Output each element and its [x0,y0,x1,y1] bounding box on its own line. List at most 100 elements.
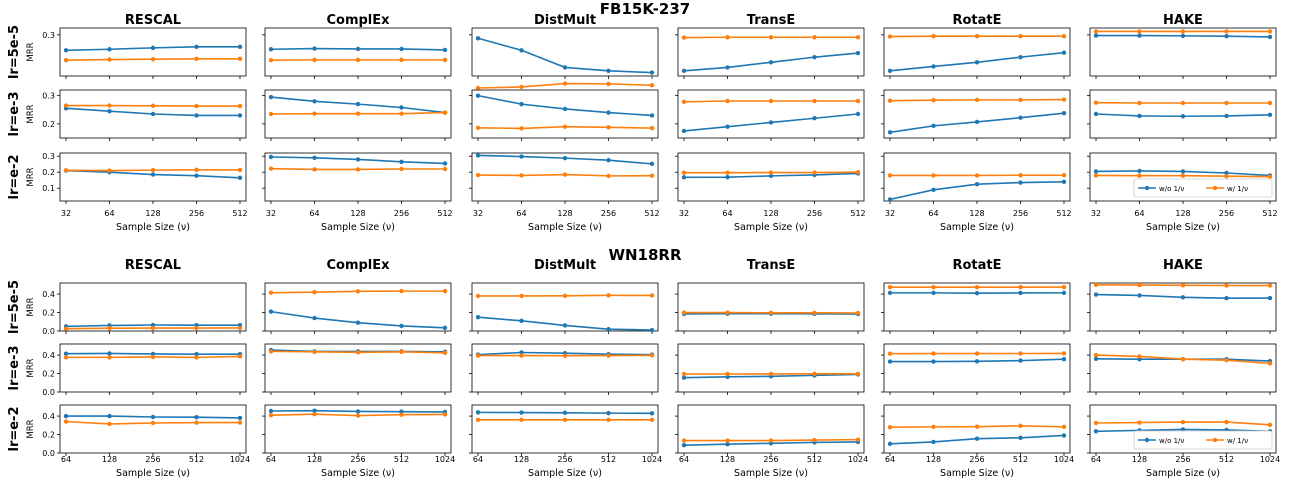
data-point-w [768,371,774,377]
y-tick-label: 0.4 [42,351,55,360]
data-point-w [475,125,481,131]
panel-wn18rr-distmult-0 [469,282,659,334]
panel-frame [59,27,247,77]
data-point-wo [519,410,524,415]
data-point-w [519,417,524,422]
panel-frame [677,343,865,393]
data-point-w [768,35,774,40]
data-point-w [1224,283,1229,288]
x-tick-label: 64 [61,455,71,464]
x-axis-label: Sample Size (ν) [321,468,395,479]
data-point-w [1267,422,1273,428]
data-point-wo [268,309,274,314]
x-tick-label: 128 [926,455,941,464]
panel-fb15k-237-rotate-1 [881,89,1071,141]
data-point-wo [931,439,936,445]
data-point-w [812,310,817,316]
data-point-wo [312,46,317,51]
data-point-wo [649,70,655,75]
data-point-w [681,99,687,105]
data-point-w [974,284,980,290]
y-tick-label: 0.3 [42,31,55,40]
data-point-wo [107,47,112,52]
data-point-w [442,350,448,355]
x-tick-label: 128 [969,209,984,218]
data-point-w [931,97,936,103]
x-tick-label: 64 [1134,209,1144,218]
data-point-wo [194,173,199,178]
data-point-w [355,111,361,116]
data-point-w [887,351,893,356]
data-point-w [1093,173,1099,178]
data-point-w [399,166,404,172]
data-point-w [649,83,655,88]
data-point-w [63,58,69,63]
legend-marker-w [1212,185,1218,191]
data-point-w [268,412,274,418]
data-point-w [974,34,980,39]
x-tick-label: 512 [1056,209,1071,218]
data-point-w [606,125,611,130]
data-point-wo [107,413,112,419]
x-tick-label: 32 [885,209,895,218]
data-point-wo [931,359,936,364]
data-point-w [194,167,199,172]
data-point-w [562,417,568,422]
data-point-w [312,111,317,116]
data-point-wo [1018,435,1023,440]
x-tick-label: 64 [473,455,483,464]
x-tick-label: 128 [102,455,117,464]
data-point-w [312,412,317,417]
data-point-wo [562,65,568,70]
data-point-w [442,166,448,172]
data-point-w [855,170,861,175]
data-point-w [562,81,568,86]
data-point-wo [355,46,361,52]
data-point-w [887,424,893,430]
data-point-w [1180,100,1186,106]
data-point-w [312,57,317,63]
data-point-w [931,284,936,290]
x-tick-label: 256 [807,209,822,218]
data-point-wo [1180,33,1186,39]
data-point-w [399,111,404,116]
x-tick-label: 64 [309,209,319,218]
data-point-wo [150,172,156,177]
data-point-wo [268,408,274,414]
panel-fb15k-237-transe-0 [675,27,865,79]
data-point-wo [399,409,404,414]
data-point-wo [475,153,481,158]
x-tick-label: 64 [885,455,895,464]
data-point-w [681,170,687,175]
data-point-w [355,57,361,63]
data-point-w [1267,29,1273,34]
data-point-w [442,110,448,115]
panel-wn18rr-distmult-1 [469,343,659,395]
x-tick-label: 512 [1013,455,1028,464]
panel-wn18rr-complex-0 [262,282,452,334]
panel-frame [677,404,865,454]
data-point-wo [268,94,274,100]
legend-label-w: w/ 1/ν [1227,185,1248,193]
legend: w/o 1/ν w/ 1/ν [1133,178,1273,198]
data-point-w [1093,282,1099,288]
row-label: lr=e-2 [7,406,22,451]
data-point-w [725,170,730,175]
data-point-wo [887,359,893,364]
x-tick-label: 32 [679,209,689,218]
data-point-w [1061,424,1067,430]
y-tick-label: 0.3 [42,92,55,101]
data-point-w [855,98,861,104]
data-point-w [63,419,69,424]
model-title: RotatE [952,13,1001,28]
data-point-w [1180,283,1186,288]
data-point-wo [649,327,655,333]
panel-fb15k-237-transe-1 [675,89,865,141]
data-point-w [519,84,524,90]
y-axis-label: MRR [26,167,36,186]
data-point-w [237,103,243,109]
x-tick-label: 64 [266,455,276,464]
legend-label-wo: w/o 1/ν [1159,437,1184,445]
data-point-w [150,325,156,331]
data-point-w [1267,283,1273,288]
